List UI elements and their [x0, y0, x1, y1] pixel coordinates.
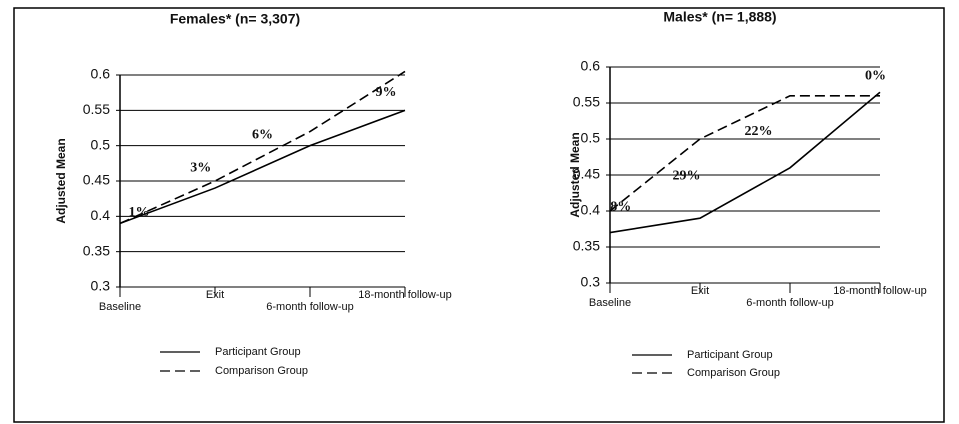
y-tick-label: 0.4 [91, 207, 111, 223]
annotation: 1% [129, 205, 150, 220]
y-tick-label: 0.5 [91, 136, 111, 152]
legend-label: Participant Group [215, 346, 301, 358]
y-tick-label: 0.45 [83, 172, 110, 188]
legend-label: Participant Group [687, 349, 773, 361]
series-line [119, 70, 406, 225]
annotation: 3% [190, 160, 211, 175]
series-line [609, 91, 881, 234]
legend-label: Comparison Group [687, 367, 780, 379]
y-tick-label: 0.55 [573, 94, 600, 110]
y-tick-label: 0.55 [83, 101, 110, 117]
frame [13, 7, 945, 423]
x-tick-label: Baseline [99, 301, 141, 313]
y-tick-label: 0.45 [573, 166, 600, 182]
x-tick-label: Baseline [589, 297, 631, 309]
x-tick-label: 6-month follow-up [746, 297, 833, 309]
y-tick-label: 0.3 [91, 278, 111, 294]
annotation: 8% [610, 200, 631, 215]
legend-label: Comparison Group [215, 365, 308, 377]
y-tick-label: 0.6 [581, 58, 601, 74]
x-tick-label: 6-month follow-up [266, 301, 353, 313]
series-line [119, 109, 406, 225]
y-tick-label: 0.4 [581, 202, 601, 218]
series-line [609, 95, 880, 212]
annotation: 6% [252, 127, 273, 142]
annotation: 29% [673, 169, 701, 184]
chart-title: Females* (n= 3,307) [170, 11, 300, 27]
x-tick-label: Exit [206, 289, 224, 301]
y-tick-label: 0.6 [91, 66, 111, 82]
y-tick-label: 0.5 [581, 130, 601, 146]
annotation: 0% [865, 69, 886, 84]
y-axis-label: Adjusted Mean [54, 138, 68, 223]
chart-title: Males* (n= 1,888) [663, 9, 776, 25]
y-tick-label: 0.35 [83, 242, 110, 258]
x-tick-label: 18-month follow-up [833, 285, 927, 297]
y-tick-label: 0.35 [573, 238, 600, 254]
annotation: 9% [376, 85, 397, 100]
x-tick-label: 18-month follow-up [358, 289, 452, 301]
y-tick-label: 0.3 [581, 274, 601, 290]
x-tick-label: Exit [691, 285, 709, 297]
y-axis-label: Adjusted Mean [568, 132, 582, 217]
annotation: 22% [745, 124, 773, 139]
